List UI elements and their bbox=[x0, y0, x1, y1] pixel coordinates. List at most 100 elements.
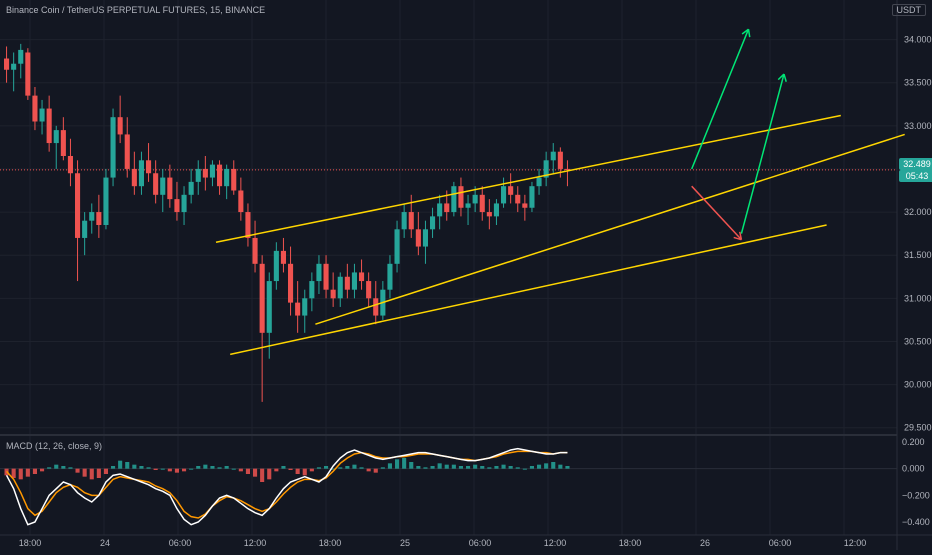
macd-histogram-bar bbox=[238, 468, 243, 472]
candle-body bbox=[60, 130, 66, 156]
bull-arrow-1 bbox=[691, 28, 750, 170]
time-tick-label: 12:00 bbox=[244, 538, 267, 548]
time-tick-label: 24 bbox=[100, 538, 110, 548]
macd-histogram-bar bbox=[274, 468, 279, 472]
bull-arrow-1-head bbox=[741, 28, 749, 35]
macd-histogram-bar bbox=[551, 462, 556, 469]
macd-histogram-bar bbox=[444, 464, 449, 469]
time-tick-label: 18:00 bbox=[619, 538, 642, 548]
bull-arrow-2-head bbox=[777, 73, 785, 81]
macd-histogram-bar bbox=[231, 468, 236, 470]
candle-body bbox=[323, 263, 329, 290]
time-tick-label: 06:00 bbox=[469, 538, 492, 548]
macd-tick-label: −0.200 bbox=[902, 490, 930, 500]
macd-histogram-bar bbox=[96, 468, 101, 478]
candle-body bbox=[359, 272, 365, 282]
candle-body bbox=[408, 212, 414, 230]
macd-histogram-bar bbox=[68, 467, 73, 469]
macd-histogram-bar bbox=[82, 468, 87, 477]
candle-body bbox=[422, 229, 428, 247]
time-tick-label: 18:00 bbox=[319, 538, 342, 548]
macd-label: MACD (12, 26, close, 9) bbox=[6, 441, 103, 451]
macd-histogram-bar bbox=[203, 464, 208, 469]
candle-body bbox=[451, 186, 457, 213]
time-tick-label: 06:00 bbox=[169, 538, 192, 548]
candle-body bbox=[387, 263, 393, 290]
macd-histogram-bar bbox=[565, 466, 570, 469]
macd-histogram-bar bbox=[409, 462, 414, 469]
candle-body bbox=[444, 203, 450, 213]
price-tick-label: 31.000 bbox=[904, 293, 932, 303]
macd-histogram-bar bbox=[359, 467, 364, 469]
macd-histogram-bar bbox=[103, 468, 108, 474]
candle-body bbox=[124, 134, 130, 169]
candle-body bbox=[202, 168, 208, 178]
candle-body bbox=[146, 160, 152, 174]
candle-body bbox=[46, 108, 52, 144]
candle-body bbox=[252, 237, 258, 264]
macd-histogram-bar bbox=[139, 466, 144, 469]
currency-badge[interactable]: USDT bbox=[891, 4, 926, 16]
macd-histogram-bar bbox=[18, 468, 23, 480]
time-tick-label: 12:00 bbox=[844, 538, 867, 548]
macd-histogram-bar bbox=[89, 468, 94, 480]
macd-histogram-bar bbox=[430, 466, 435, 469]
macd-histogram-bar bbox=[153, 468, 158, 470]
candle-body bbox=[131, 168, 137, 187]
upper-channel-line bbox=[215, 114, 841, 243]
candle-body bbox=[486, 212, 492, 217]
candle-body bbox=[458, 186, 464, 208]
candle-body bbox=[316, 263, 322, 282]
macd-histogram-bar bbox=[522, 468, 527, 470]
candle-body bbox=[4, 58, 10, 70]
candle-body bbox=[309, 281, 315, 299]
macd-histogram-bar bbox=[260, 468, 265, 482]
candle-body bbox=[295, 302, 301, 316]
candle-body bbox=[437, 203, 443, 217]
macd-histogram-bar bbox=[544, 463, 549, 469]
candle-body bbox=[550, 151, 556, 161]
candle-body bbox=[53, 130, 59, 144]
candle-body bbox=[401, 212, 407, 230]
macd-histogram-bar bbox=[189, 468, 194, 470]
candle-body bbox=[138, 160, 144, 187]
candle-body bbox=[174, 199, 180, 213]
candle-body bbox=[288, 263, 294, 303]
price-tick-label: 32.000 bbox=[904, 207, 932, 217]
macd-histogram-bar bbox=[253, 468, 258, 477]
macd-histogram-bar bbox=[40, 468, 45, 472]
candle-body bbox=[330, 289, 336, 299]
macd-histogram-bar bbox=[302, 468, 307, 476]
price-tick-label: 33.000 bbox=[904, 121, 932, 131]
candle-body bbox=[522, 203, 528, 208]
macd-histogram-bar bbox=[373, 468, 378, 473]
candle-body bbox=[366, 281, 372, 299]
candle-body bbox=[11, 63, 17, 70]
candle-body bbox=[96, 212, 102, 225]
candle-body bbox=[266, 281, 272, 333]
macd-histogram-bar bbox=[480, 466, 485, 469]
price-tick-label: 34.000 bbox=[904, 35, 932, 45]
candle-body bbox=[153, 173, 159, 195]
bear-arrow bbox=[691, 185, 742, 241]
candle-body bbox=[273, 250, 279, 282]
candle-body bbox=[394, 229, 400, 264]
current-price-badge: 32.489 bbox=[899, 158, 932, 170]
price-tick-label: 29.500 bbox=[904, 423, 932, 433]
candle-body bbox=[564, 168, 570, 170]
candle-body bbox=[557, 151, 563, 169]
macd-histogram-bar bbox=[132, 464, 137, 469]
macd-histogram-bar bbox=[196, 466, 201, 469]
candle-body bbox=[344, 276, 350, 290]
macd-histogram-bar bbox=[402, 458, 407, 469]
macd-histogram-bar bbox=[423, 467, 428, 469]
candle-body bbox=[302, 298, 308, 316]
macd-histogram-bar bbox=[508, 466, 513, 469]
candle-body bbox=[337, 276, 343, 299]
candle-body bbox=[245, 212, 251, 238]
macd-histogram-bar bbox=[54, 464, 59, 469]
macd-histogram-bar bbox=[501, 464, 506, 469]
macd-histogram-bar bbox=[366, 468, 371, 472]
